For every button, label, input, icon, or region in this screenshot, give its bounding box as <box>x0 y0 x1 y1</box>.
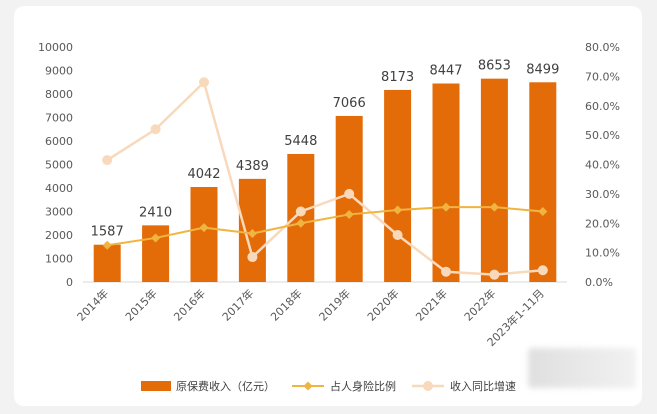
right-axis-tick-label: 70.0% <box>585 70 620 83</box>
bar-data-label: 8499 <box>526 62 559 77</box>
growth-rate-point <box>489 269 500 280</box>
share-ratio-point <box>199 223 209 233</box>
x-axis-category-label: 2021年 <box>413 286 450 323</box>
bar-data-label: 5448 <box>284 134 317 149</box>
chart-card: 0 1000 2000 3000 4000 5000 6000 7000 8000 9000 100… <box>14 6 642 406</box>
left-axis-tick-label: 9000 <box>45 65 73 78</box>
bar <box>190 187 218 282</box>
bar <box>287 153 315 282</box>
share-ratio-point <box>441 202 451 212</box>
bar-data-label: 7066 <box>333 96 366 111</box>
legend-label: 收入同比增速 <box>450 379 516 393</box>
share-ratio-line <box>107 206 543 247</box>
left-axis-tick-label: 8000 <box>45 88 73 101</box>
x-axis-category-label: 2014年 <box>74 286 111 323</box>
right-axis-tick-label: 30.0% <box>585 188 620 201</box>
x-axis-category-label: 2015年 <box>122 286 159 323</box>
bar-data-label: 4389 <box>236 159 269 174</box>
share-ratio-point <box>102 240 112 250</box>
growth-rate-point <box>392 230 403 240</box>
bar <box>432 83 460 282</box>
right-axis-tick-label: 50.0% <box>585 129 620 142</box>
right-axis-tick-label: 40.0% <box>585 159 620 172</box>
legend-label: 原保费收入（亿元） <box>176 379 275 393</box>
growth-rate-point <box>199 77 209 88</box>
bar <box>93 244 121 282</box>
x-axis-category-label: 2017年 <box>219 286 256 323</box>
growth-rate-point <box>441 266 451 277</box>
growth-rate-point <box>537 265 548 276</box>
bar <box>335 115 363 282</box>
share-ratio-point <box>393 205 403 215</box>
growth-rate-point <box>295 206 306 217</box>
right-axis-tick-label: 10.0% <box>585 247 620 260</box>
growth-rate-point <box>247 252 258 263</box>
left-axis-tick-label: 5000 <box>45 159 73 172</box>
bar-data-label: 8653 <box>478 59 511 74</box>
left-axis-tick-label: 4000 <box>45 182 73 195</box>
growth-rate-point <box>102 155 113 166</box>
growth-rate-point <box>344 188 355 199</box>
right-axis-tick-label: 60.0% <box>585 100 620 113</box>
share-ratio-point <box>489 202 499 212</box>
x-axis-category-label: 2016年 <box>171 286 208 323</box>
share-ratio-point <box>344 209 354 219</box>
legend-swatch-bar <box>141 381 171 391</box>
bar <box>529 82 557 282</box>
share-ratio-point <box>151 233 161 243</box>
left-axis-tick-label: 3000 <box>45 206 73 219</box>
x-axis-category-label: 2020年 <box>364 286 401 323</box>
growth-rate-point <box>150 124 161 135</box>
bar <box>384 89 412 282</box>
left-axis-tick-label: 2000 <box>45 229 73 242</box>
bar-data-label: 2410 <box>139 205 172 220</box>
left-axis-tick-label: 10000 <box>38 41 73 54</box>
combo-chart: 0 1000 2000 3000 4000 5000 6000 7000 8000 9000 100… <box>38 41 620 393</box>
legend-swatch-marker <box>423 381 433 391</box>
left-axis-tick-label: 0 <box>66 276 73 289</box>
growth-rate-line <box>106 81 543 276</box>
left-axis-tick-label: 1000 <box>45 253 73 266</box>
x-axis-category-label: 2019年 <box>316 286 353 323</box>
blurred-watermark <box>528 348 636 388</box>
x-axis-category-label: 2022年 <box>461 286 498 323</box>
right-axis-tick-label: 80.0% <box>585 41 620 54</box>
share-ratio-point <box>538 207 548 216</box>
x-axis-category-label: 2018年 <box>267 286 304 323</box>
bar-data-label: 8447 <box>429 63 462 78</box>
share-ratio-point <box>247 229 257 239</box>
bar-data-label: 1587 <box>91 225 124 240</box>
left-axis-tick-label: 7000 <box>45 112 73 125</box>
bar-data-label: 8173 <box>381 70 414 85</box>
legend-label: 占人身险比例 <box>330 379 396 393</box>
left-axis-tick-label: 6000 <box>45 135 73 148</box>
right-axis-tick-label: 0.0% <box>585 276 613 289</box>
right-axis-tick-label: 20.0% <box>585 217 620 230</box>
bar <box>480 78 508 282</box>
share-ratio-point <box>296 218 306 228</box>
legend-swatch-marker <box>303 381 313 391</box>
bar-data-label: 4042 <box>187 167 220 182</box>
